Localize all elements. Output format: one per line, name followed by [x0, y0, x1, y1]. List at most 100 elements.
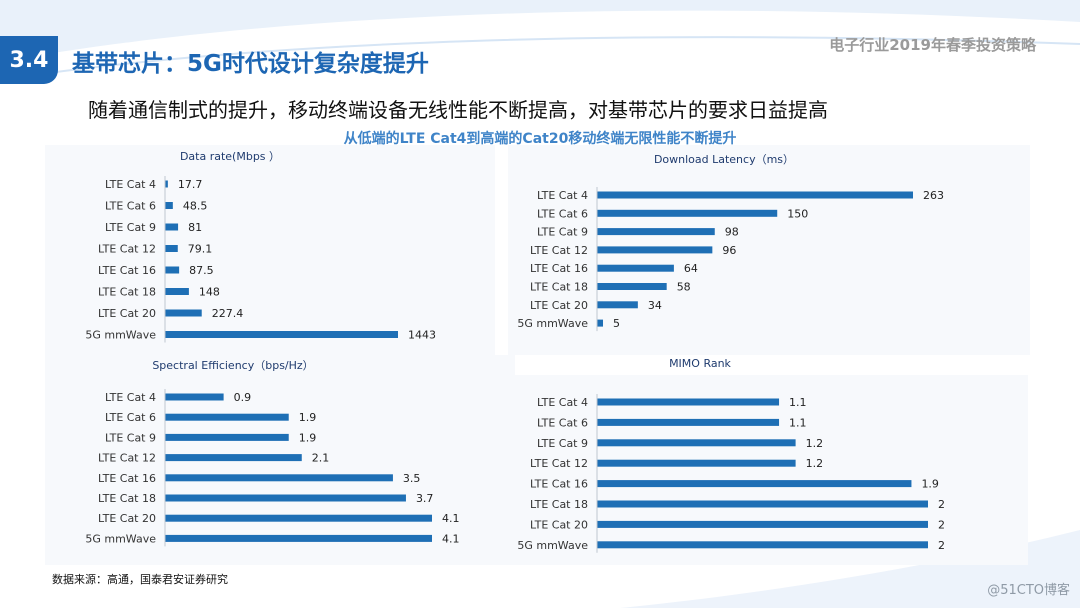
data-label: 48.5: [183, 200, 208, 213]
category-label: LTE Cat 18: [530, 281, 588, 294]
category-label: LTE Cat 20: [98, 307, 156, 320]
category-label: LTE Cat 16: [530, 262, 588, 275]
bar: [597, 418, 780, 426]
data-label: 34: [648, 299, 662, 312]
bar: [165, 393, 224, 401]
watermark: @51CTO博客: [987, 583, 1070, 598]
bar: [165, 288, 189, 295]
chart-3: Spectral Efficiency（bps/Hz） LTE Cat 4 0.9 L…: [45, 355, 515, 565]
data-label: 1.2: [806, 457, 824, 470]
data-label: 1443: [408, 329, 436, 342]
data-label: 4.1: [442, 512, 460, 525]
data-label: 3.7: [416, 492, 434, 505]
category-label: LTE Cat 6: [105, 411, 156, 424]
bar: [165, 433, 289, 441]
bar: [165, 534, 432, 542]
data-label: 1.1: [789, 396, 807, 409]
category-label: LTE Cat 12: [530, 244, 588, 257]
data-label: 263: [923, 189, 944, 202]
category-label: LTE Cat 20: [530, 518, 588, 531]
chart-1: Data rate(Mbps ） LTE Cat 4 17.7 LTE Cat 6 48…: [45, 145, 495, 360]
bar: [597, 191, 913, 199]
slide-title: 基带芯片：5G时代设计复杂度提升: [72, 51, 429, 77]
report-title: 电子行业2019年春季投资策略: [829, 36, 1036, 54]
category-label: LTE Cat 12: [98, 243, 156, 256]
category-label: LTE Cat 12: [98, 452, 156, 465]
category-label: LTE Cat 6: [537, 416, 588, 429]
chart-4: MIMO Rank LTE Cat 4 1.1 LTE Cat 6 1.1 LTE Cat…: [508, 357, 1028, 565]
category-label: LTE Cat 18: [98, 492, 156, 505]
data-label: 4.1: [442, 532, 460, 545]
bar: [165, 331, 398, 338]
data-label: 96: [722, 244, 736, 257]
data-label: 98: [725, 226, 739, 239]
headline: 随着通信制式的提升，移动终端设备无线性能不断提高，对基带芯片的要求日益提高: [88, 98, 828, 122]
bar: [165, 180, 168, 188]
category-label: LTE Cat 6: [537, 207, 588, 220]
data-label: 1.9: [921, 478, 939, 491]
category-label: LTE Cat 4: [105, 178, 156, 191]
category-label: LTE Cat 16: [98, 472, 156, 485]
bar: [165, 474, 393, 482]
data-label: 2: [938, 518, 945, 531]
category-label: LTE Cat 12: [530, 457, 588, 470]
category-label: 5G mmWave: [517, 539, 588, 552]
data-label: 2.1: [312, 452, 330, 465]
data-label: 1.1: [789, 416, 807, 429]
section-number-badge: 3.4: [0, 36, 58, 84]
bar: [597, 228, 715, 236]
data-label: 148: [199, 286, 220, 299]
bar: [597, 209, 778, 217]
category-label: LTE Cat 18: [98, 286, 156, 299]
data-label: 150: [787, 207, 808, 220]
bar: [165, 245, 178, 252]
data-label: 17.7: [178, 178, 203, 191]
data-label: 79.1: [188, 243, 213, 256]
chart-background: [508, 375, 1028, 565]
data-label: 64: [684, 262, 698, 275]
chart-title: Data rate(Mbps ）: [180, 150, 280, 163]
bar: [597, 301, 638, 309]
category-label: LTE Cat 16: [530, 478, 588, 491]
category-label: LTE Cat 4: [537, 396, 588, 409]
bar: [597, 439, 796, 447]
bar: [165, 454, 302, 462]
category-label: LTE Cat 9: [537, 226, 588, 239]
bar: [597, 500, 928, 508]
category-label: 5G mmWave: [85, 329, 156, 342]
bar: [165, 309, 202, 317]
chart-title: MIMO Rank: [669, 357, 731, 370]
category-label: LTE Cat 4: [105, 391, 156, 404]
bar: [165, 514, 432, 522]
bar: [597, 398, 780, 406]
data-label: 5: [613, 317, 620, 330]
data-label: 3.5: [403, 472, 421, 485]
chart-background: [508, 145, 1030, 355]
data-label: 0.9: [234, 391, 252, 404]
category-label: LTE Cat 18: [530, 498, 588, 511]
bar: [165, 413, 289, 421]
bar: [597, 520, 928, 528]
data-label: 1.2: [806, 437, 824, 450]
chart-title: Download Latency（ms）: [654, 153, 794, 166]
bar: [597, 246, 713, 254]
data-label: 2: [938, 539, 945, 552]
chart-2: Download Latency（ms） LTE Cat 4 263 LTE Cat …: [508, 145, 1030, 355]
section-number: 3.4: [9, 47, 49, 73]
data-label: 2: [938, 498, 945, 511]
category-label: LTE Cat 6: [105, 200, 156, 213]
data-source-note: 数据来源：高通，国泰君安证券研究: [52, 573, 228, 586]
data-label: 1.9: [299, 431, 317, 444]
category-label: 5G mmWave: [85, 532, 156, 545]
bar: [597, 264, 674, 272]
category-label: LTE Cat 16: [98, 264, 156, 277]
data-label: 1.9: [299, 411, 317, 424]
category-label: LTE Cat 20: [530, 299, 588, 312]
category-label: LTE Cat 9: [537, 437, 588, 450]
bar: [165, 494, 406, 502]
data-label: 87.5: [189, 264, 214, 277]
category-label: LTE Cat 4: [537, 189, 588, 202]
data-label: 227.4: [212, 307, 244, 320]
category-label: LTE Cat 9: [105, 221, 156, 234]
bar: [165, 202, 173, 209]
